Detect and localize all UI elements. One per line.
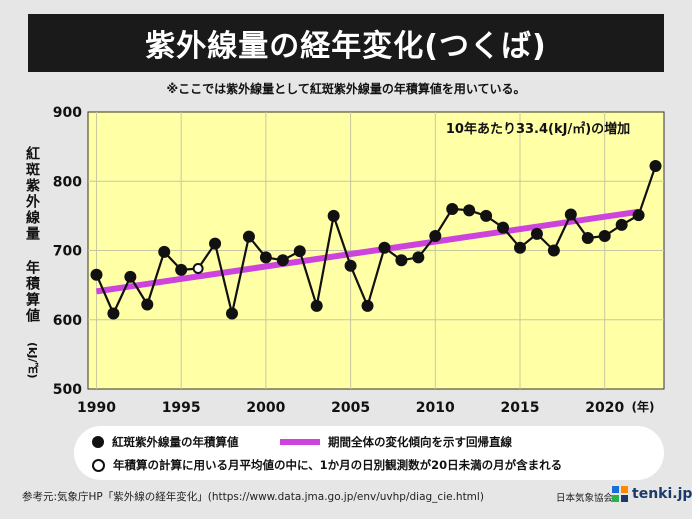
data-point-2005 [344,259,357,272]
data-point-2010 [429,229,442,242]
legend: 紅斑紫外線量の年積算値 期間全体の変化傾向を示す回帰直線 年積算の計算に用いる月… [74,426,664,480]
data-point-2016 [530,227,543,240]
x-tick-label-1990: 1990 [77,400,116,416]
data-point-2011 [446,202,459,215]
chart-title: 紫外線量の経年変化(つくば) [28,14,664,72]
data-point-2013 [480,209,493,222]
legend-trend-label: 期間全体の変化傾向を示す回帰直線 [328,435,512,449]
data-point-open-1996 [192,263,204,275]
data-point-1993 [141,298,154,311]
x-tick-label-1995: 1995 [162,400,201,416]
data-point-1999 [242,230,255,243]
data-point-2007 [378,241,391,254]
tenki-logo-text: tenki.jp [632,486,692,502]
x-tick-label-2000: 2000 [246,400,285,416]
data-point-1998 [226,307,238,320]
data-point-2018 [564,208,577,221]
data-point-1997 [209,237,222,250]
data-point-2001 [276,254,289,267]
series-line [95,165,657,315]
legend-filled-label: 紅斑紫外線量の年積算値 [112,435,239,449]
trend-line-segment [96,208,640,295]
tenki-logo-icon [612,486,628,502]
x-tick-labels: 1990 1995 2000 2005 2010 2015 2020 [77,400,624,416]
data-point-2014 [497,221,510,234]
trend-annotation: 10年あたり33.4(kJ/㎡)の増加 [446,121,630,137]
data-point-2017 [547,244,560,257]
data-point-2023 [649,160,662,173]
source-text: 参考元:気象庁HP「紫外線の経年変化」(https://www.data.jma… [22,491,484,503]
tenki-logo[interactable]: tenki.jp [611,483,692,505]
data-point-1992 [124,270,137,283]
data-point-2006 [361,299,374,312]
y-tick-label-700: 700 [53,244,82,260]
series-uv [90,160,662,320]
legend-open-label: 年積算の計算に用いる月平均値の中に、1か月の日別観測数が20日未満の月が含まれる [113,458,563,472]
legend-filled-marker: 紅斑紫外線量の年積算値 [92,434,239,450]
y-axis-label: 紅斑紫外線量 年積算値 (kJ/㎡) [24,146,42,378]
x-tick-label-2020: 2020 [585,400,624,416]
filled-circle-icon [92,436,104,448]
data-point-2019 [581,232,594,245]
data-point-2015 [514,241,526,254]
data-point-1995 [175,263,188,276]
data-point-2012 [463,204,476,217]
data-point-2020 [598,229,611,242]
open-circle-icon [92,458,105,472]
data-point-2009 [412,251,425,264]
chart-note: ※ここでは紫外線量として紅斑紫外線量の年積算値を用いている。 [166,82,526,96]
x-tick-label-2005: 2005 [331,400,370,416]
data-point-1990 [90,268,103,281]
y-tick-label-800: 800 [53,174,82,190]
y-axis-unit: (kJ/㎡) [26,342,39,379]
legend-open-marker: 年積算の計算に用いる月平均値の中に、1か月の日別観測数が20日未満の月が含まれる [92,457,562,473]
data-point-2002 [293,245,306,258]
data-point-1994 [158,245,171,258]
data-point-2008 [395,254,408,267]
trend-line [96,208,640,295]
x-tick-label-2015: 2015 [501,400,540,416]
data-point-2000 [259,251,272,264]
legend-trend-line: 期間全体の変化傾向を示す回帰直線 [280,434,512,450]
trend-line-icon [280,439,320,445]
grid-lines [88,112,664,389]
x-axis-unit: (年) [632,399,655,414]
y-tick-labels: 500 600 700 800 900 [53,105,82,398]
data-point-1991 [107,307,120,320]
x-tick-label-2010: 2010 [416,400,455,416]
y-tick-label-900: 900 [53,105,82,121]
y-tick-label-600: 600 [53,313,82,329]
data-point-2004 [327,209,340,222]
jma-credit: 日本気象協会 [556,493,614,504]
data-point-2022 [632,209,645,222]
y-tick-label-500: 500 [53,382,82,398]
y-axis-label-text: 紅斑紫外線量 年積算値 [24,146,40,324]
data-point-2003 [310,299,323,312]
data-point-2021 [615,218,628,231]
